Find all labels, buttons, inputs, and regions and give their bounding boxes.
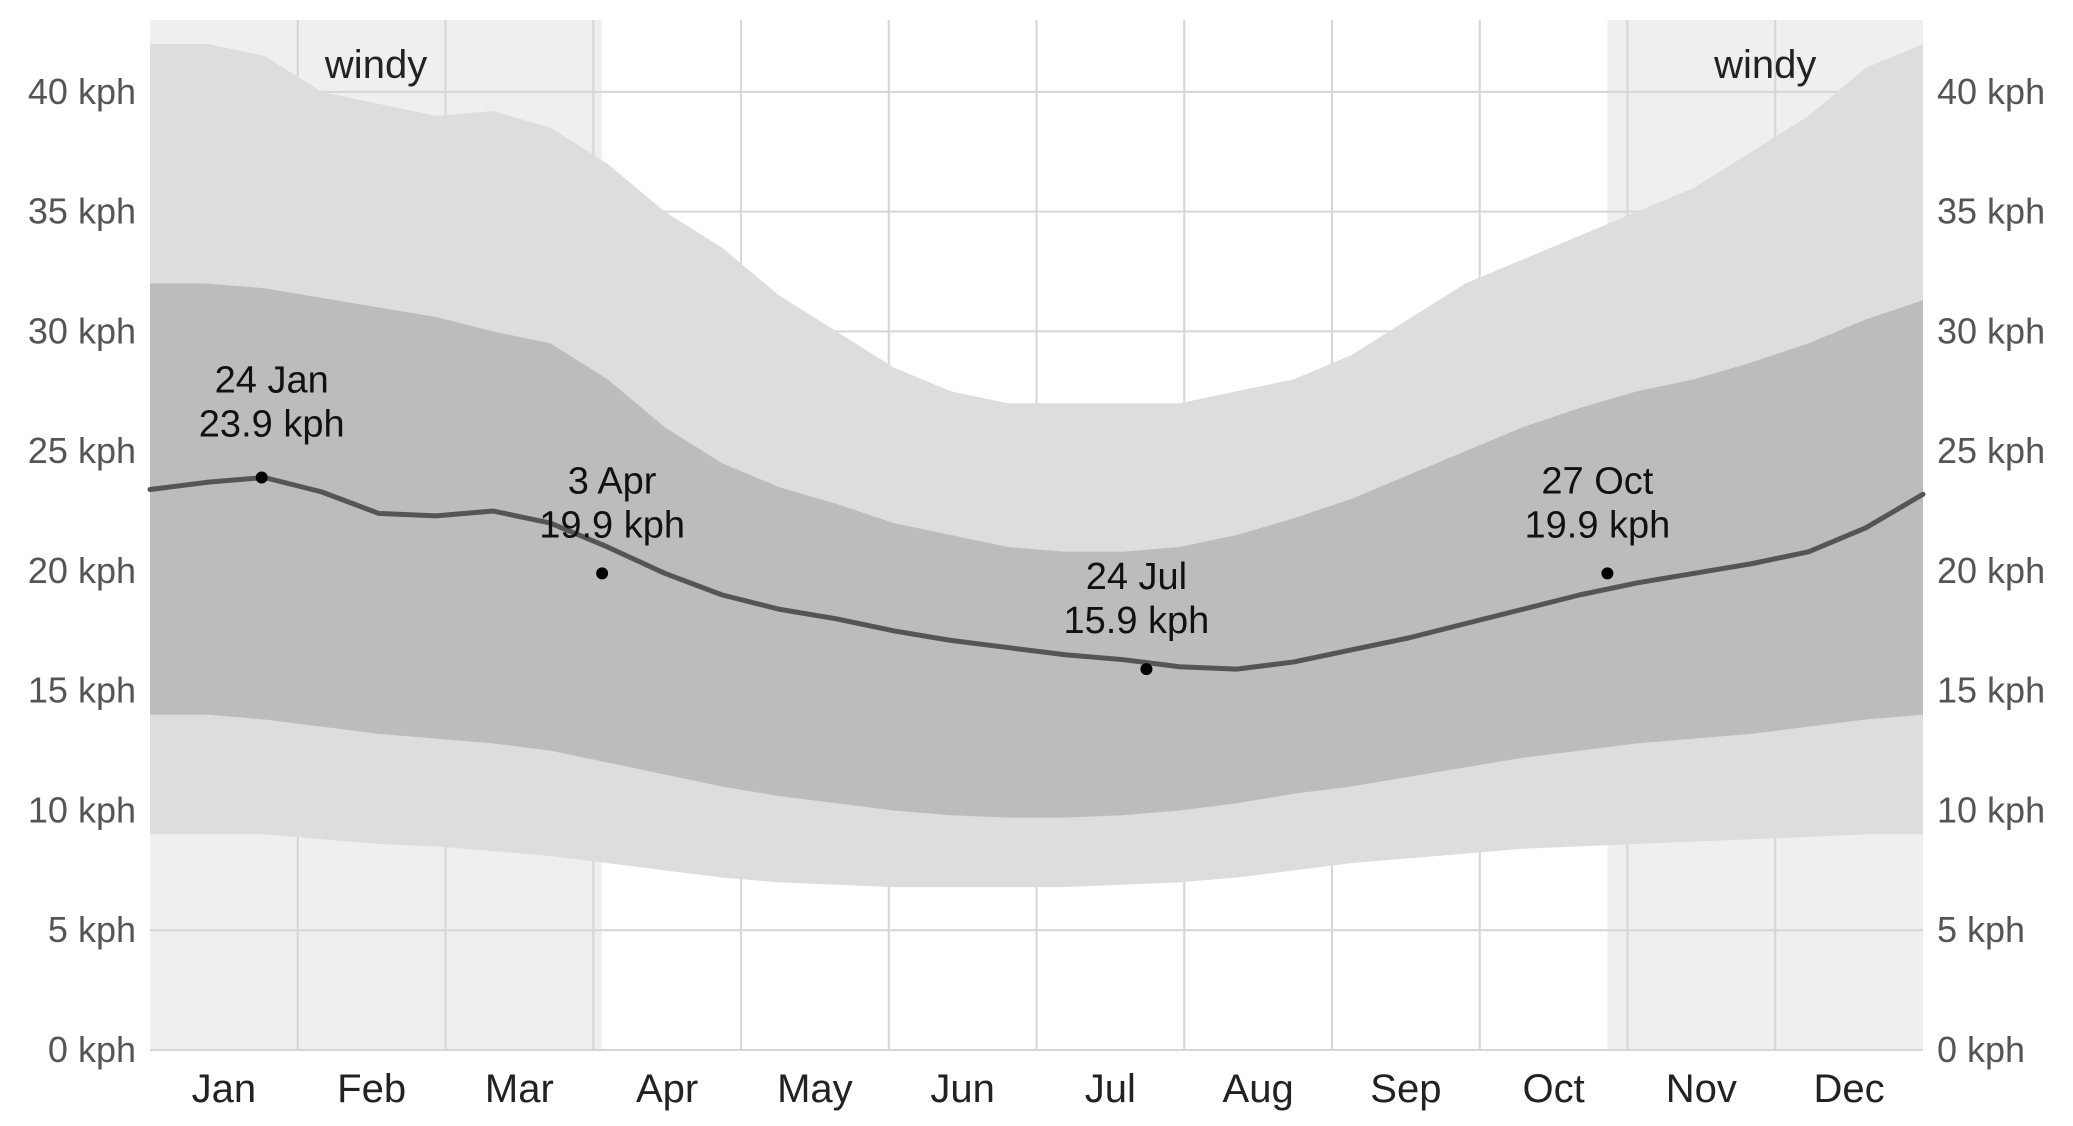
y-tick-right: 30 kph [1937, 310, 2045, 351]
month-label: Jun [930, 1067, 995, 1111]
month-label: Jan [192, 1067, 257, 1111]
y-tick-left: 25 kph [28, 430, 136, 471]
callout-marker [1140, 663, 1152, 675]
y-tick-left: 35 kph [28, 191, 136, 232]
callout-marker [1601, 567, 1613, 579]
month-label: Nov [1666, 1067, 1737, 1111]
y-tick-right: 15 kph [1937, 670, 2045, 711]
month-label: Feb [337, 1067, 406, 1111]
y-tick-left: 20 kph [28, 550, 136, 591]
callout-date: 24 Jan [215, 360, 329, 402]
windy-label: windy [1713, 43, 1816, 87]
y-tick-right: 35 kph [1937, 191, 2045, 232]
month-label: Apr [636, 1067, 698, 1111]
month-label: Mar [485, 1067, 554, 1111]
month-label: Dec [1814, 1067, 1885, 1111]
y-tick-right: 5 kph [1937, 909, 2025, 950]
wind-speed-chart: windy windy 0 kph 0 kph 5 kph 5 kph 10 kph 10 k… [0, 0, 2073, 1126]
y-tick-left: 30 kph [28, 310, 136, 351]
y-tick-right: 40 kph [1937, 71, 2045, 112]
callout-date: 3 Apr [568, 460, 657, 502]
y-tick-left: 40 kph [28, 71, 136, 112]
y-tick-left: 0 kph [48, 1029, 136, 1070]
callout-value: 15.9 kph [1064, 600, 1210, 642]
y-tick-left: 15 kph [28, 670, 136, 711]
month-label: Aug [1223, 1067, 1294, 1111]
chart-svg: windy windy 0 kph 0 kph 5 kph 5 kph 10 kph 10 k… [0, 0, 2073, 1126]
y-tick-right: 20 kph [1937, 550, 2045, 591]
y-tick-right: 25 kph [1937, 430, 2045, 471]
y-tick-left: 10 kph [28, 789, 136, 830]
month-label: Sep [1370, 1067, 1441, 1111]
callout-marker [596, 567, 608, 579]
y-tick-right: 0 kph [1937, 1029, 2025, 1070]
y-tick-left: 5 kph [48, 909, 136, 950]
callout-value: 19.9 kph [539, 504, 685, 546]
callout-date: 24 Jul [1086, 556, 1187, 598]
month-label: May [777, 1067, 853, 1111]
month-label: Oct [1523, 1067, 1585, 1111]
callout-date: 27 Oct [1541, 460, 1653, 502]
windy-label: windy [324, 43, 427, 87]
callout-marker [256, 472, 268, 484]
callout-value: 23.9 kph [199, 404, 345, 446]
callout-value: 19.9 kph [1525, 504, 1671, 546]
month-label: Jul [1085, 1067, 1136, 1111]
y-tick-right: 10 kph [1937, 789, 2045, 830]
